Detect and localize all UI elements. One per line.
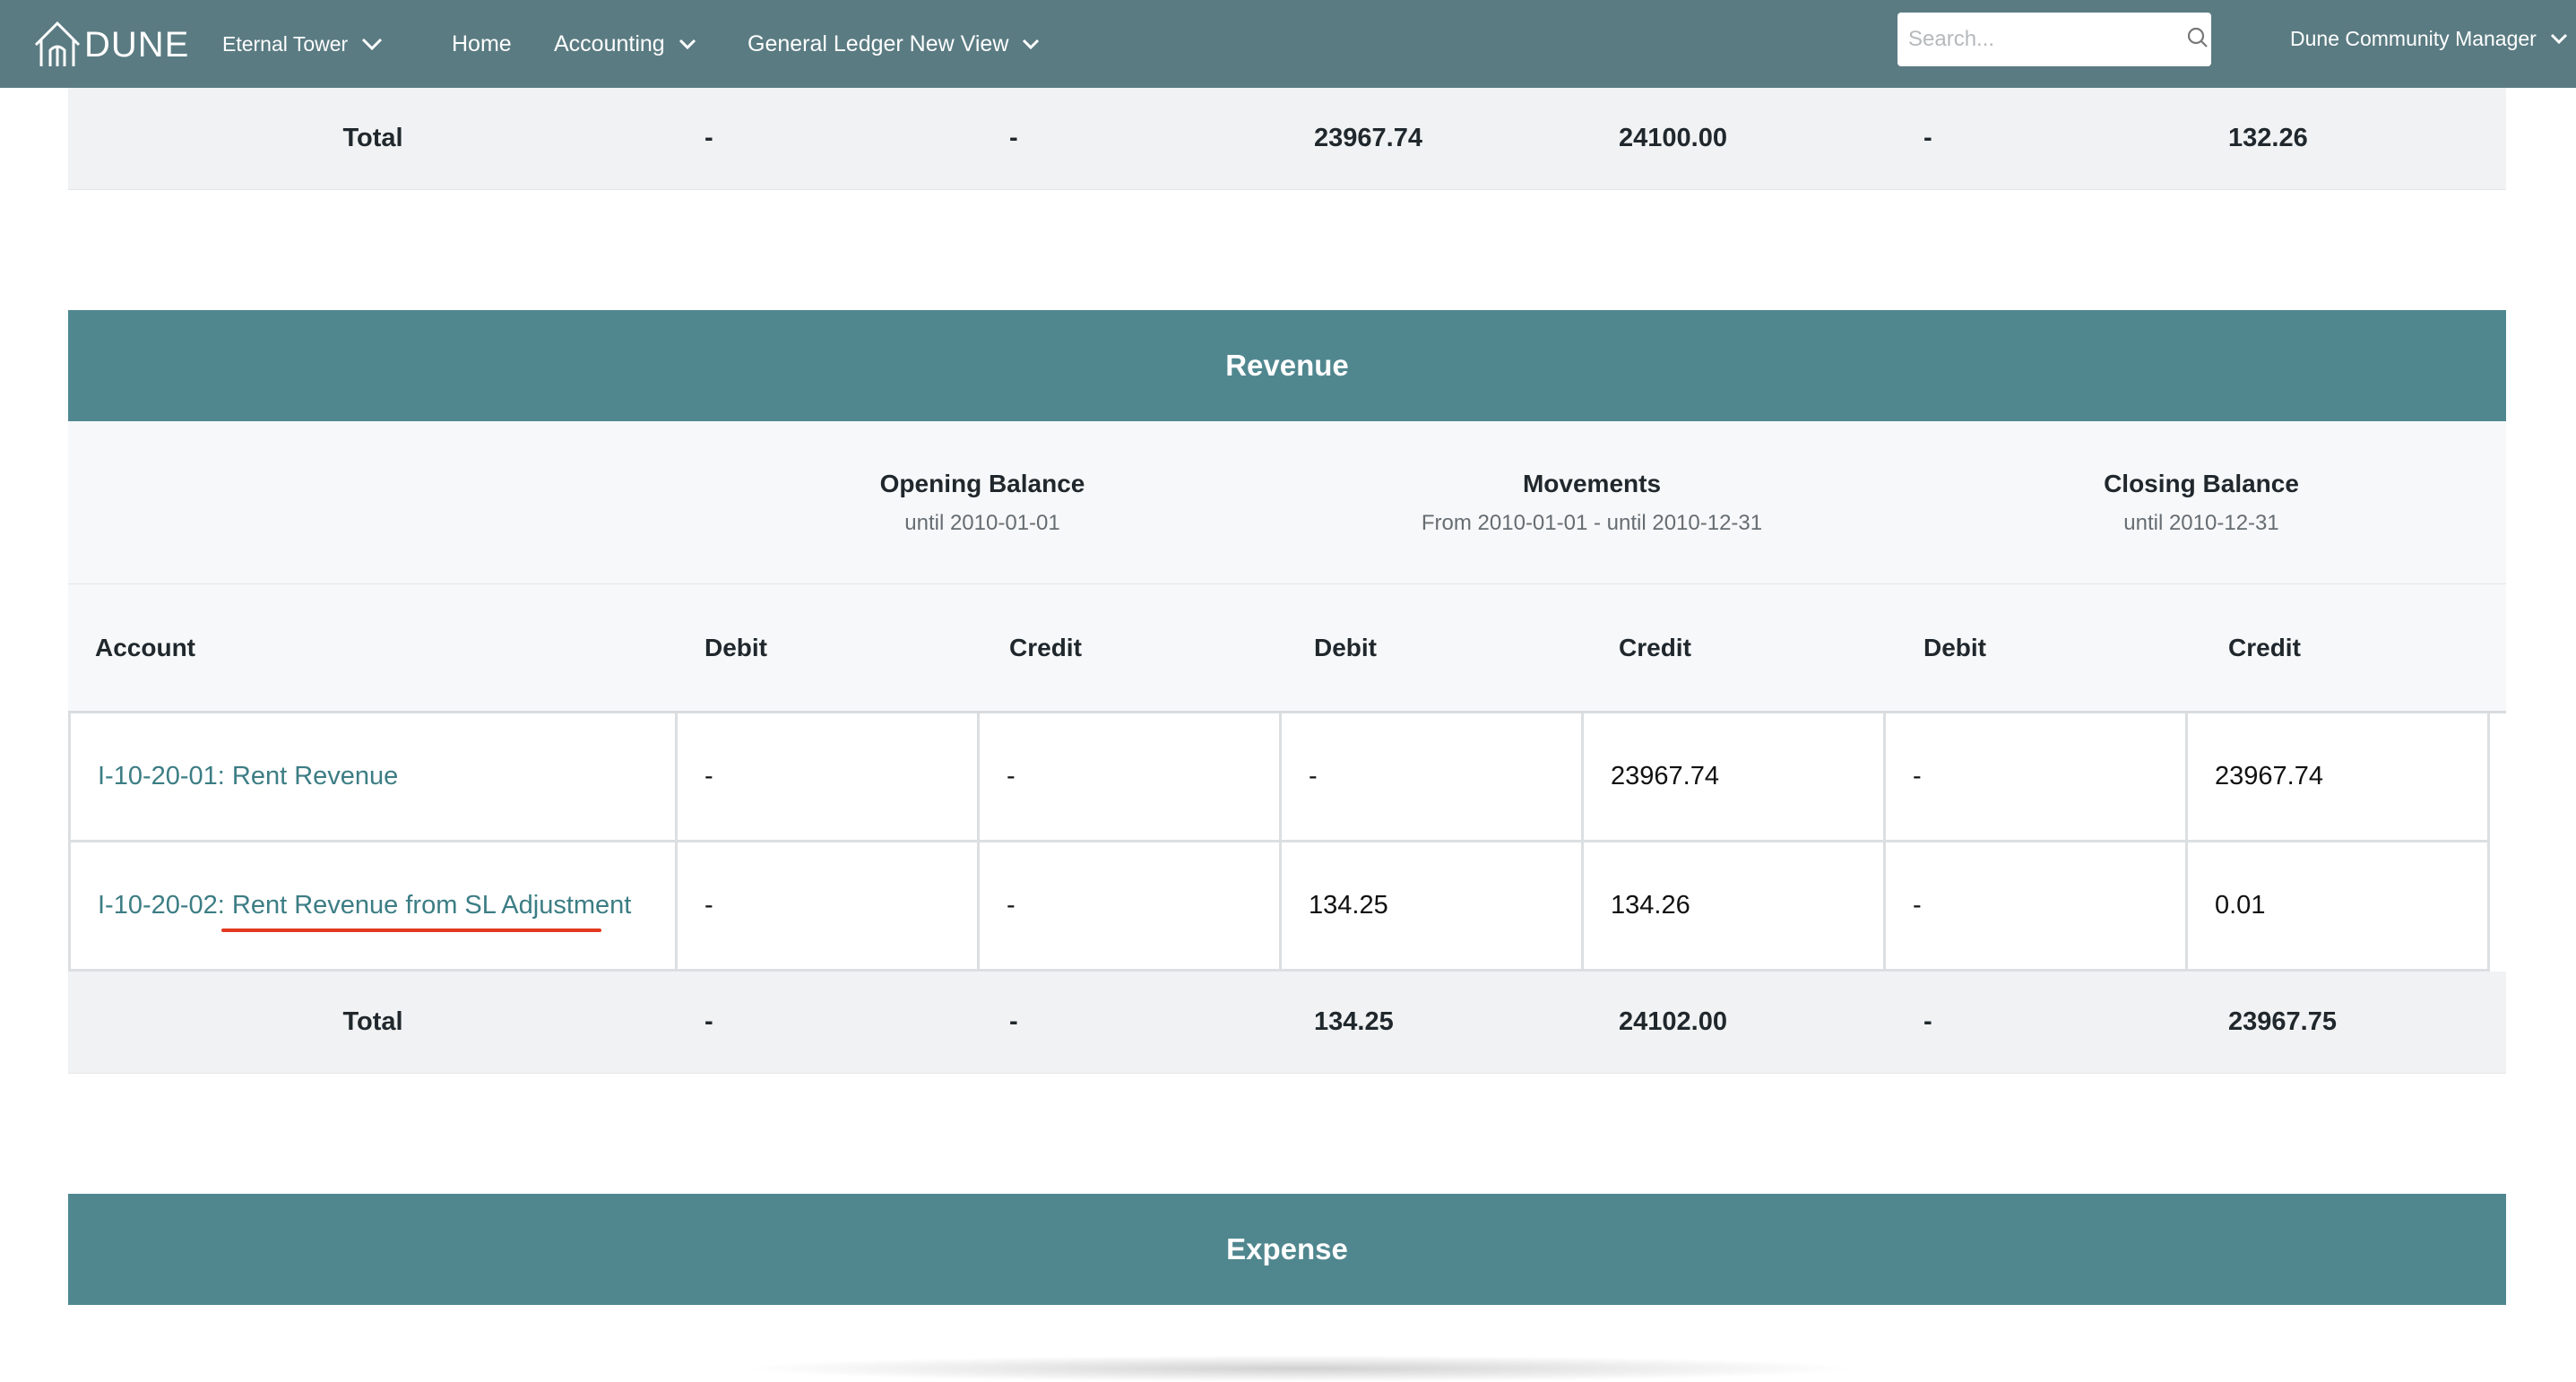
movements-header: Movements From 2010-01-01 - until 2010-1… (1287, 421, 1897, 583)
revenue-title: Revenue (1225, 349, 1349, 382)
search-input[interactable] (1908, 27, 2186, 52)
value-cell: 23967.74 (2185, 713, 2490, 842)
expense-title: Expense (1226, 1232, 1348, 1265)
account-link[interactable]: I-10-20-02: Rent Revenue from SL Adjustm… (98, 891, 632, 920)
value-cell: 0.01 (2185, 842, 2490, 972)
period-subtitle: until 2010-01-01 (904, 510, 1060, 535)
revenue-total-row: Total - - 134.25 24102.00 - 23967.75 (68, 972, 2506, 1074)
house-logo-icon (34, 21, 81, 66)
nav-home-label: Home (452, 30, 512, 56)
value-cell: - (1883, 842, 2188, 972)
nav-accounting[interactable]: Accounting (554, 0, 697, 88)
table-row: I-10-20-02: Rent Revenue from SL Adjustm… (68, 842, 2506, 972)
table-row: I-10-20-01: Rent Revenue - - - 23967.74 … (68, 713, 2506, 842)
user-menu[interactable]: Dune Community Manager (2290, 0, 2569, 77)
section-spacer (68, 190, 2506, 310)
logo-text: DUNE (84, 24, 190, 65)
account-cell: I-10-20-02: Rent Revenue from SL Adjustm… (68, 842, 678, 972)
period-subtitle: From 2010-01-01 - until 2010-12-31 (1421, 510, 1763, 535)
chevron-down-icon (1021, 38, 1041, 50)
period-subtitle: until 2010-12-31 (2123, 510, 2279, 535)
dune-logo[interactable]: DUNE (32, 20, 189, 70)
ledger-content: Total - - 23967.74 24100.00 - 132.26 Rev… (68, 88, 2506, 1305)
chevron-down-icon (2549, 32, 2569, 45)
previous-section-total-row: Total - - 23967.74 24100.00 - 132.26 (68, 88, 2506, 190)
opening-debit: - (705, 1007, 713, 1036)
column-header-credit: Credit (1009, 633, 1082, 661)
nav-accounting-label: Accounting (554, 30, 665, 56)
value-cell: - (1279, 713, 1584, 842)
period-title: Movements (1522, 469, 1662, 497)
bottom-shadow (735, 1355, 1864, 1382)
revenue-section-header: Revenue (68, 310, 2506, 421)
period-title: Opening Balance (879, 469, 1085, 497)
movement-debit: 23967.74 (1314, 124, 1422, 152)
value-cell: - (675, 842, 980, 972)
nav-general-ledger-view[interactable]: General Ledger New View (748, 0, 1041, 88)
value-cell: 134.26 (1581, 842, 1886, 972)
value-cell: - (675, 713, 980, 842)
annotation-underline (221, 929, 601, 932)
account-cell: I-10-20-01: Rent Revenue (68, 713, 678, 842)
chevron-down-icon (360, 37, 384, 51)
expense-section-header: Expense (68, 1194, 2506, 1305)
section-spacer (68, 1074, 2506, 1194)
opening-balance-header: Opening Balance until 2010-01-01 (678, 421, 1287, 583)
user-name: Dune Community Manager (2290, 26, 2537, 50)
period-title: Closing Balance (2104, 469, 2299, 497)
value-cell: 23967.74 (1581, 713, 1886, 842)
property-selector[interactable]: Eternal Tower (222, 0, 384, 88)
column-header-account: Account (95, 633, 195, 661)
movement-credit: 24100.00 (1619, 124, 1727, 152)
nav-view-label: General Ledger New View (748, 30, 1009, 56)
search-icon[interactable] (2186, 26, 2209, 54)
closing-credit: 23967.75 (2228, 1007, 2337, 1036)
opening-debit: - (705, 124, 713, 152)
movement-credit: 24102.00 (1619, 1007, 1727, 1036)
search-box[interactable] (1897, 13, 2211, 66)
column-header-row: Account Debit Credit Debit Credit Debit … (68, 584, 2506, 713)
value-cell: - (977, 842, 1282, 972)
value-cell: - (977, 713, 1282, 842)
value-cell: 134.25 (1279, 842, 1584, 972)
total-label: Total (342, 1007, 403, 1036)
value-cell: - (1883, 713, 2188, 842)
property-selector-label: Eternal Tower (222, 31, 349, 56)
chevron-down-icon (678, 38, 697, 50)
closing-balance-header: Closing Balance until 2010-12-31 (1897, 421, 2506, 583)
column-header-debit: Debit (1923, 633, 1986, 661)
total-label: Total (342, 124, 403, 152)
period-spacer (68, 421, 678, 583)
closing-debit: - (1923, 1007, 1932, 1036)
column-header-credit: Credit (2228, 633, 2301, 661)
closing-debit: - (1923, 124, 1932, 152)
opening-credit: - (1009, 1007, 1018, 1036)
column-header-debit: Debit (705, 633, 767, 661)
opening-credit: - (1009, 124, 1018, 152)
column-header-debit: Debit (1314, 633, 1377, 661)
column-header-credit: Credit (1619, 633, 1691, 661)
movement-debit: 134.25 (1314, 1007, 1394, 1036)
account-link[interactable]: I-10-20-01: Rent Revenue (98, 762, 399, 790)
period-header-row: Opening Balance until 2010-01-01 Movemen… (68, 421, 2506, 584)
nav-home[interactable]: Home (452, 0, 512, 88)
top-navbar: DUNE Eternal Tower Home Accounting Gener… (0, 0, 2576, 88)
closing-credit: 132.26 (2228, 124, 2308, 152)
